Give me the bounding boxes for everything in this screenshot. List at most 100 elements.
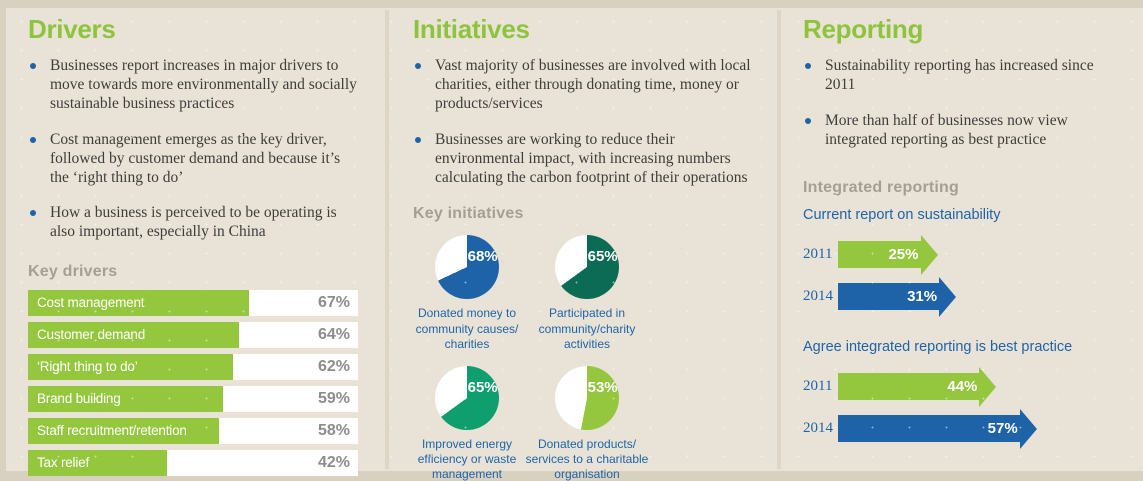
pie-chart-cell: 65% Participated in community/charity act… xyxy=(527,235,647,352)
arrow-head-icon xyxy=(979,366,997,407)
arrow-bar-body: 57% xyxy=(838,415,1020,443)
bar-label: Cost management xyxy=(37,295,145,311)
bar-label: Staff recruitment/retention xyxy=(37,423,187,439)
bullet-item: Sustainability reporting has increased s… xyxy=(803,57,1127,95)
pie-chart-cell: 68% Donated money to community causes/ ch… xyxy=(407,235,527,352)
arrow-head-icon xyxy=(939,276,957,317)
pie-chart: 53% xyxy=(555,365,619,430)
reporting-title: Reporting xyxy=(803,14,924,44)
pie-value-label: 65% xyxy=(587,248,618,266)
bar-label: Customer demand xyxy=(37,327,146,343)
arrow-bar-row: 2014 57% xyxy=(803,408,1127,449)
pie-value-label: 65% xyxy=(467,378,498,396)
arrow-bar-body: 44% xyxy=(838,373,980,401)
bullet-text: More than half of businesses now view in… xyxy=(825,111,1068,148)
initiatives-column: Initiatives Vast majority of businesses … xyxy=(413,14,765,481)
arrow-year-label: 2011 xyxy=(803,246,833,263)
key-drivers-heading: Key drivers xyxy=(28,263,118,281)
key-initiatives-pie-grid: 68% Donated money to community causes/ ch… xyxy=(407,235,765,481)
bar-label: Brand building xyxy=(37,391,121,407)
arrow-bar: 25% xyxy=(838,234,938,275)
bar-fill: Staff recruitment/retention xyxy=(28,418,220,445)
bullet-icon xyxy=(805,63,811,69)
integrated-reporting-heading: Integrated reporting xyxy=(803,178,960,196)
pie-caption: Donated products/ services to a charitab… xyxy=(525,436,649,481)
bullet-item: More than half of businesses now view in… xyxy=(803,112,1127,150)
arrow-value-label: 57% xyxy=(987,420,1018,438)
current-report-arrow-chart: 2011 25% 2014 31% xyxy=(803,234,1127,317)
key-initiatives-heading: Key initiatives xyxy=(413,205,524,223)
bar-label: Tax relief xyxy=(37,455,90,471)
bullet-text: Cost management emerges as the key drive… xyxy=(50,130,341,186)
bar-value: 59% xyxy=(317,390,350,408)
bullet-icon xyxy=(415,136,421,143)
bar-fill: Cost management xyxy=(28,290,250,317)
bullet-item: Cost management emerges as the key drive… xyxy=(28,131,358,188)
initiatives-title: Initiatives xyxy=(413,14,530,44)
bullet-text: How a business is perceived to be operat… xyxy=(50,204,337,241)
bullet-icon xyxy=(30,210,36,217)
pie-chart: 68% xyxy=(435,235,499,300)
agree-reporting-arrow-chart: 2011 44% 2014 57% xyxy=(803,366,1127,449)
bar-fill: Tax relief xyxy=(28,450,167,477)
reporting-bullet-list: Sustainability reporting has increased s… xyxy=(803,57,1127,150)
bullet-item: How a business is perceived to be operat… xyxy=(28,204,358,242)
key-drivers-bar-chart: Cost management 67% Customer demand 64% ‘Rig… xyxy=(28,290,358,477)
bar-row: Staff recruitment/retention 58% xyxy=(28,418,358,445)
bullet-icon xyxy=(30,63,36,69)
bar-value: 64% xyxy=(317,326,350,344)
arrow-value-label: 44% xyxy=(947,378,978,396)
bar-fill: Brand building xyxy=(28,386,223,413)
bullet-item: Vast majority of businesses are involved… xyxy=(413,57,765,114)
pie-caption: Donated money to community causes/ chari… xyxy=(415,306,519,352)
bar-row: Customer demand 64% xyxy=(28,322,358,349)
drivers-bullet-list: Businesses report increases in major dri… xyxy=(28,57,358,242)
page-edge-bottom xyxy=(0,471,1143,481)
reporting-column: Reporting Sustainability reporting has i… xyxy=(803,14,1127,471)
pie-caption: Participated in community/charity activi… xyxy=(538,306,636,352)
bullet-text: Sustainability reporting has increased s… xyxy=(825,57,1094,93)
page-edge-left xyxy=(0,0,6,481)
bar-value: 67% xyxy=(317,294,350,312)
bar-fill: ‘Right thing to do’ xyxy=(28,354,233,381)
bullet-text: Vast majority of businesses are involved… xyxy=(435,57,751,112)
pie-chart-cell: 65% Improved energy efficiency or waste m… xyxy=(407,365,527,481)
bar-value: 62% xyxy=(317,358,350,376)
arrow-bar-body: 31% xyxy=(838,283,940,311)
bullet-icon xyxy=(805,117,811,124)
bullet-icon xyxy=(415,63,421,69)
arrow-bar-row: 2011 25% xyxy=(803,234,1127,275)
pie-chart: 65% xyxy=(555,235,619,300)
arrow-bar-row: 2014 31% xyxy=(803,276,1127,317)
arrow-bar-row: 2011 44% xyxy=(803,366,1127,407)
arrow-head-icon xyxy=(1019,408,1037,449)
arrow-year-label: 2014 xyxy=(803,420,833,437)
arrow-year-label: 2014 xyxy=(803,288,833,305)
bar-row: Tax relief 42% xyxy=(28,450,358,477)
bar-row: ‘Right thing to do’ 62% xyxy=(28,354,358,381)
bullet-text: Businesses report increases in major dri… xyxy=(50,57,357,112)
page-edge-top xyxy=(0,0,1143,8)
drivers-title: Drivers xyxy=(28,14,116,44)
bullet-text: Businesses are working to reduce their e… xyxy=(435,130,748,186)
arrow-bar-body: 25% xyxy=(838,241,921,269)
drivers-column: Drivers Businesses report increases in m… xyxy=(28,14,358,481)
bar-row: Brand building 59% xyxy=(28,386,358,413)
bullet-item: Businesses are working to reduce their e… xyxy=(413,131,765,188)
pie-value-label: 53% xyxy=(587,378,618,396)
arrow-bar: 31% xyxy=(838,276,957,317)
bar-fill: Customer demand xyxy=(28,322,240,349)
bar-label: ‘Right thing to do’ xyxy=(37,359,138,375)
bullet-item: Businesses report increases in major dri… xyxy=(28,57,358,114)
bar-value: 42% xyxy=(317,454,350,472)
arrow-head-icon xyxy=(920,234,938,275)
arrow-value-label: 31% xyxy=(907,288,938,306)
bar-value: 58% xyxy=(317,422,350,440)
arrow-year-label: 2011 xyxy=(803,378,833,395)
arrow-bar: 44% xyxy=(838,366,997,407)
current-report-subtitle: Current report on sustainability xyxy=(803,206,1001,223)
pie-chart-cell: 53% Donated products/ services to a chari… xyxy=(525,365,649,481)
initiatives-bullet-list: Vast majority of businesses are involved… xyxy=(413,57,765,187)
pie-caption: Improved energy efficiency or waste mana… xyxy=(417,436,517,481)
